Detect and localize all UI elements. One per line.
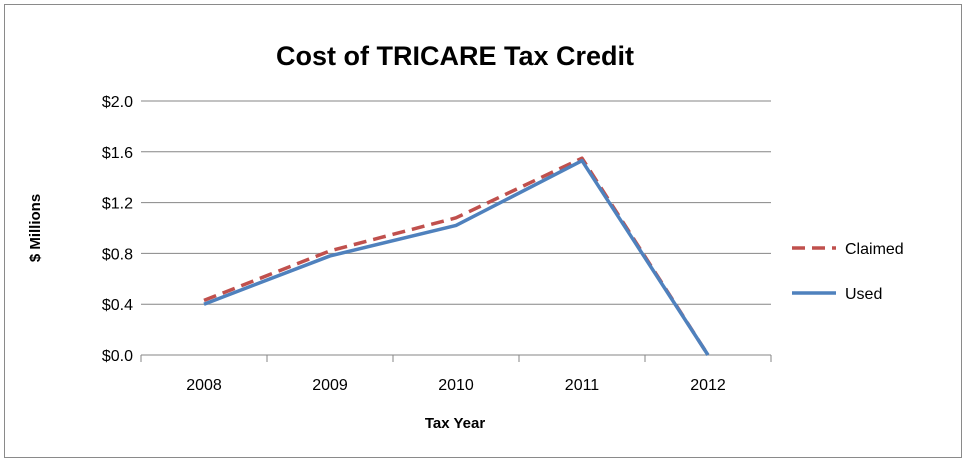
legend: Claimed Used: [792, 241, 904, 303]
series-line-claimed: [203, 156, 710, 356]
legend-label-claimed: Claimed: [845, 241, 904, 258]
x-tick-label: 2012: [690, 377, 726, 394]
y-tick-label: $1.2: [102, 196, 133, 213]
y-tick-label: $0.0: [102, 348, 133, 365]
series-group: [203, 156, 710, 356]
y-tick-label: $0.4: [102, 297, 133, 314]
legend-label-used: Used: [845, 286, 882, 303]
y-axis-ticks: $0.0 $0.4 $0.8 $1.2 $1.6 $2.0: [102, 94, 133, 365]
x-axis: [140, 354, 772, 362]
gridlines: [141, 100, 771, 305]
x-axis-title: Tax Year: [425, 415, 485, 432]
y-tick-label: $0.8: [102, 246, 133, 263]
y-axis-title: $ Millions: [27, 194, 44, 262]
chart-title: Cost of TRICARE Tax Credit: [276, 41, 634, 71]
x-tick-label: 2011: [565, 377, 600, 394]
x-axis-ticks: 2008 2009 2010 2011 2012: [186, 377, 726, 394]
y-tick-label: $2.0: [102, 94, 133, 111]
x-tick-label: 2010: [438, 377, 474, 394]
x-tick-label: 2009: [312, 377, 348, 394]
x-tick-label: 2008: [186, 377, 222, 394]
chart-frame: [4, 4, 962, 458]
y-tick-label: $1.6: [102, 145, 133, 162]
series-line-used: [203, 158, 710, 356]
